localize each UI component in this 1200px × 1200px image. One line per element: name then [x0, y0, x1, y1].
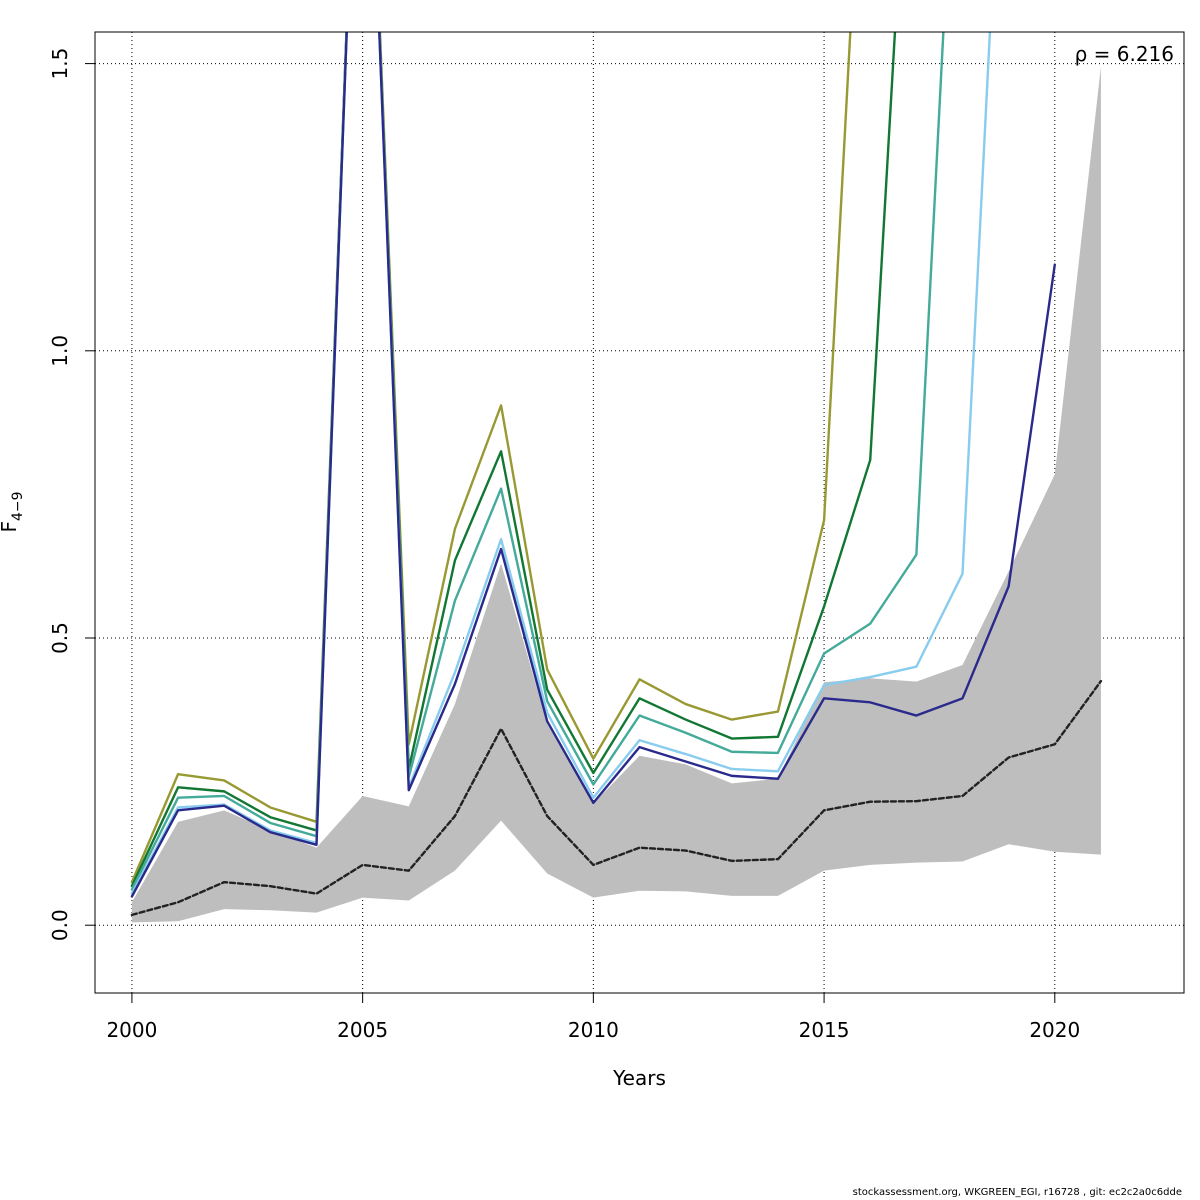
x-tick-label: 2015 [799, 1018, 850, 1042]
y-tick-label: 1.0 [48, 335, 72, 367]
confidence-band-layer [131, 66, 1101, 923]
series-layer [130, 32, 1103, 917]
x-tick-label: 2000 [106, 1018, 157, 1042]
series-line-1 [130, 32, 1056, 898]
axes: 2000 2005 2010 2015 2020 0.0 0.5 1.0 1.5 [48, 48, 1080, 1042]
y-tick-label: 0.0 [48, 909, 72, 941]
series-line-3 [130, 32, 945, 891]
series-line-5 [130, 32, 852, 884]
footer-credit: stockassessment.org, WKGREEN_EGI, r16728… [852, 1187, 1182, 1198]
y-axis-title: F4−9 [0, 491, 26, 532]
x-tick-label: 2020 [1029, 1018, 1080, 1042]
x-axis-title: Years [612, 1066, 666, 1090]
y-axis-title-main: F [0, 521, 21, 533]
rho-annotation: ρ = 6.216 [1075, 42, 1174, 66]
x-tick-label: 2010 [568, 1018, 619, 1042]
confidence-band [131, 66, 1101, 923]
y-axis-title-subscript: 4−9 [10, 491, 26, 521]
x-tick-label: 2005 [337, 1018, 388, 1042]
y-tick-label: 1.5 [48, 48, 72, 80]
series-line-2 [130, 32, 992, 895]
series-line-4 [130, 32, 897, 888]
y-tick-label: 0.5 [48, 622, 72, 654]
series-line-0 [130, 679, 1103, 917]
plot-frame [94, 31, 1185, 994]
